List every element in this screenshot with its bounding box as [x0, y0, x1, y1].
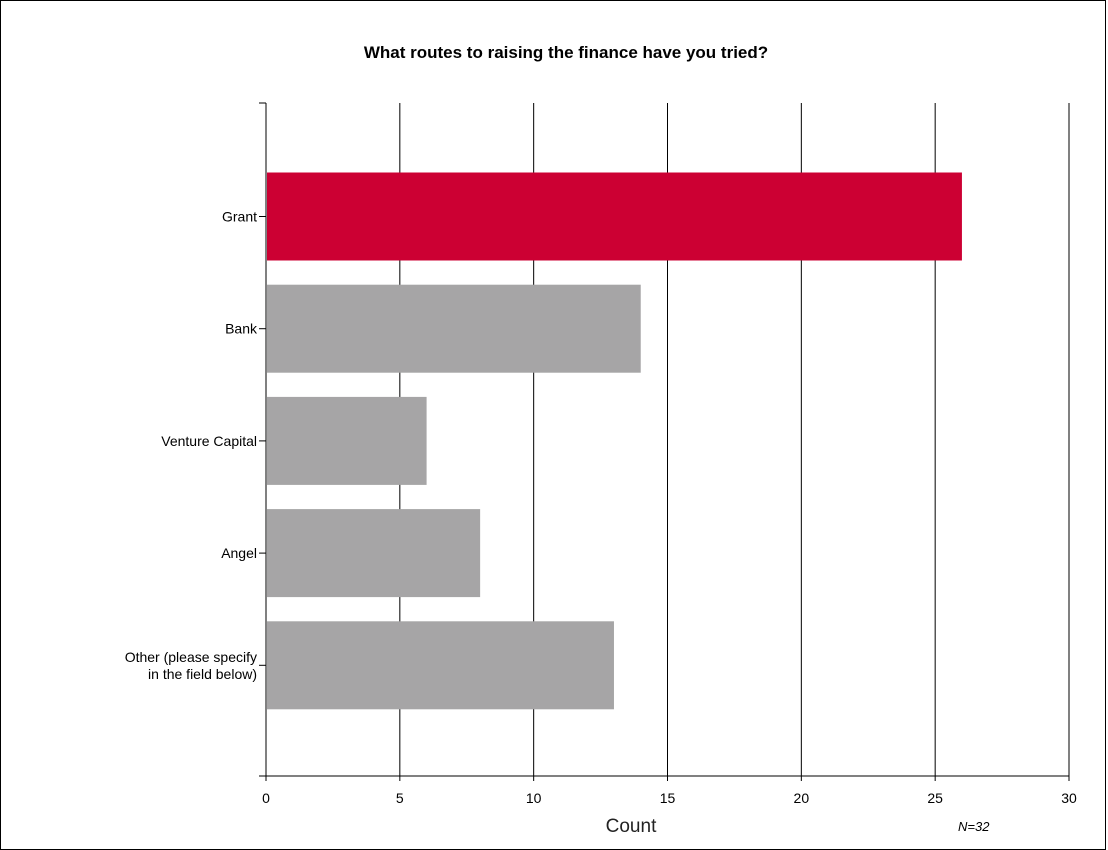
x-axis-title: Count: [606, 816, 657, 837]
x-tick-label-25: 25: [927, 790, 943, 806]
category-label-3: Venture Capital: [161, 433, 257, 449]
category-label-1: Grant: [222, 209, 257, 225]
x-tick-label-20: 20: [794, 790, 810, 806]
sample-size-note: N=32: [958, 819, 990, 834]
category-label-2: Bank: [225, 321, 258, 337]
x-tick-label-30: 30: [1061, 790, 1077, 806]
x-tick-label-10: 10: [526, 790, 542, 806]
bar-4: [267, 509, 481, 598]
bar-2: [267, 284, 641, 373]
bar-5: [267, 621, 614, 710]
labels: 0 5 10 15 20 25 30 Grant Bank Venture Capital Ange…: [125, 209, 1077, 807]
x-tick-label-15: 15: [660, 790, 676, 806]
bars: [267, 172, 962, 710]
bar-3: [267, 396, 427, 485]
x-tick-label-5: 5: [396, 790, 404, 806]
category-label-5: Other (please specify in the field below): [125, 649, 257, 682]
x-tick-label-0: 0: [262, 790, 270, 806]
category-label-4: Angel: [221, 545, 257, 561]
bar-1: [267, 172, 962, 261]
chart-title: What routes to raising the finance have …: [364, 43, 768, 62]
axes: [259, 102, 1070, 781]
